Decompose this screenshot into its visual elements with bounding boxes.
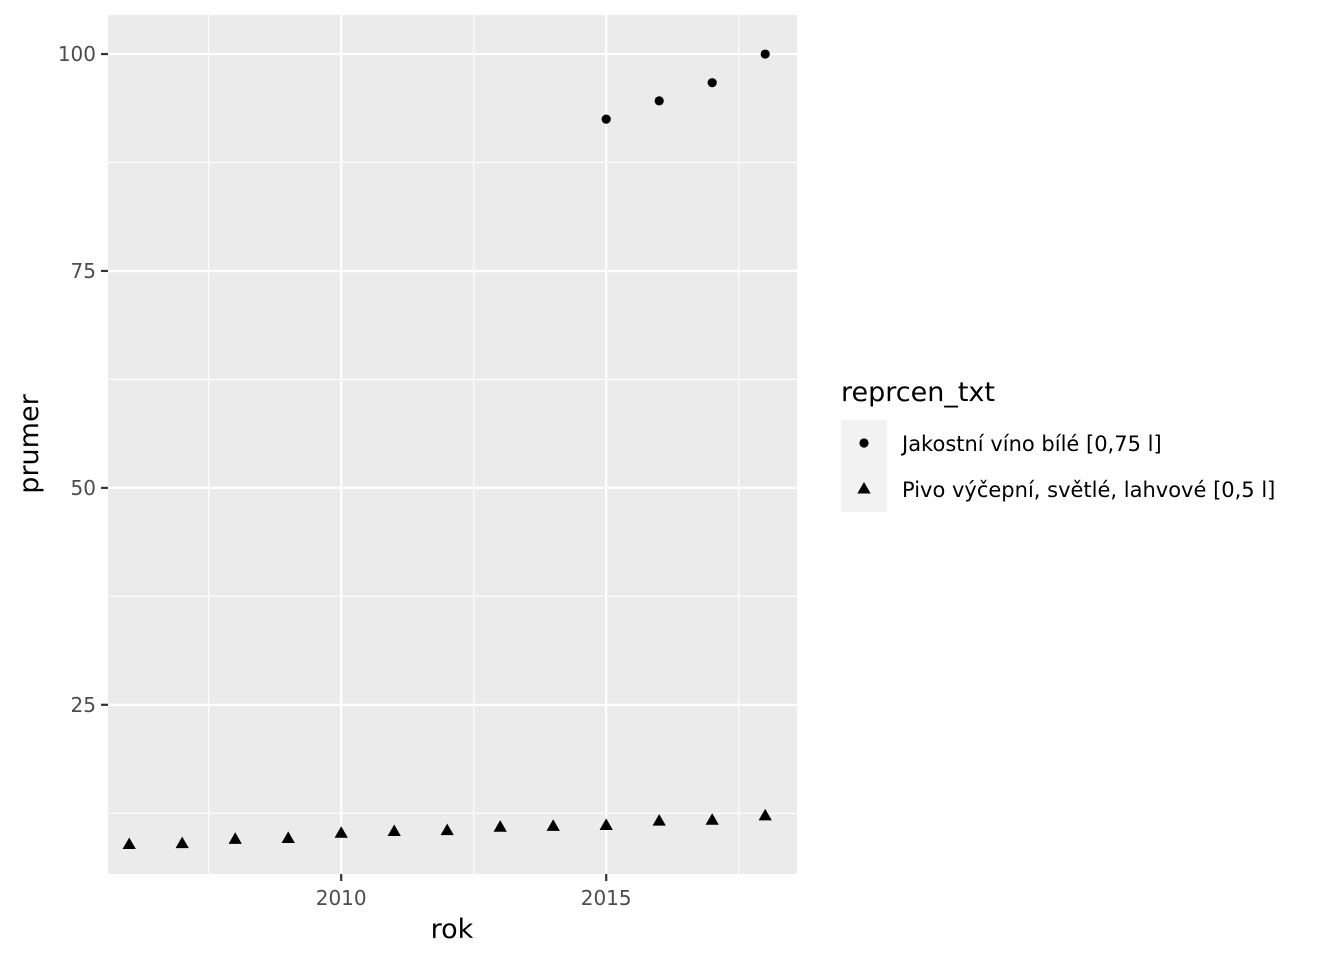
y-axis-title: prumer	[14, 393, 45, 493]
x-axis-title: rok	[431, 914, 474, 945]
grid-minor	[108, 15, 797, 874]
grid-major	[108, 15, 797, 874]
x-axis: 2010 2015	[316, 874, 632, 910]
legend-triangle-marker	[857, 482, 871, 494]
data-point-triangle: Pivo výčepní, světlé, lahvové [0,5 l]: 2…	[228, 832, 242, 844]
legend: reprcen_txt Jakostní víno bílé [0,75 l] P…	[841, 377, 1275, 512]
data-points: Jakostní víno bílé [0,75 l]: 2015, 92.5 J…	[122, 49, 772, 850]
data-point-triangle: Pivo výčepní, světlé, lahvové [0,5 l]: 2…	[175, 836, 189, 849]
data-point-triangle: Pivo výčepní, světlé, lahvové [0,5 l]: 2…	[705, 813, 719, 825]
x-tick-label: 2015	[581, 886, 632, 910]
data-point-circle: Jakostní víno bílé [0,75 l]: 2017, 96.7	[707, 78, 717, 88]
legend-title: reprcen_txt	[841, 377, 995, 408]
y-tick-label: 100	[58, 42, 96, 66]
legend-circle-marker	[859, 438, 869, 448]
data-point-triangle: Pivo výčepní, světlé, lahvové [0,5 l]: 2…	[493, 820, 507, 832]
y-tick-label: 25	[71, 693, 96, 717]
data-point-triangle: Pivo výčepní, světlé, lahvové [0,5 l]: 2…	[334, 826, 348, 838]
y-axis: 25 50 75 100	[58, 42, 108, 717]
data-point-triangle: Pivo výčepní, světlé, lahvové [0,5 l]: 2…	[652, 814, 666, 826]
x-tick-label: 2010	[316, 886, 367, 910]
data-point-triangle: Pivo výčepní, světlé, lahvové [0,5 l]: 2…	[440, 823, 454, 836]
legend-label: Jakostní víno bílé [0,75 l]	[900, 432, 1162, 456]
data-point-circle: Jakostní víno bílé [0,75 l]: 2018, 100	[760, 49, 770, 59]
y-tick-label: 50	[71, 476, 96, 500]
data-point-triangle: Pivo výčepní, světlé, lahvové [0,5 l]: 2…	[122, 837, 136, 850]
plot-panel	[108, 15, 797, 874]
data-point-triangle: Pivo výčepní, světlé, lahvové [0,5 l]: 2…	[387, 824, 401, 837]
data-point-triangle: Pivo výčepní, světlé, lahvové [0,5 l]: 2…	[599, 818, 613, 830]
data-point-triangle: Pivo výčepní, světlé, lahvové [0,5 l]: 2…	[546, 819, 560, 831]
data-point-triangle: Pivo výčepní, světlé, lahvové [0,5 l]: 2…	[281, 831, 295, 843]
y-tick-label: 75	[71, 259, 96, 283]
data-point-triangle: Pivo výčepní, světlé, lahvové [0,5 l]: 2…	[758, 808, 772, 821]
data-point-circle: Jakostní víno bílé [0,75 l]: 2016, 94.6	[654, 96, 664, 106]
legend-label: Pivo výčepní, světlé, lahvové [0,5 l]	[902, 478, 1275, 502]
data-point-circle: Jakostní víno bílé [0,75 l]: 2015, 92.5	[601, 114, 611, 124]
